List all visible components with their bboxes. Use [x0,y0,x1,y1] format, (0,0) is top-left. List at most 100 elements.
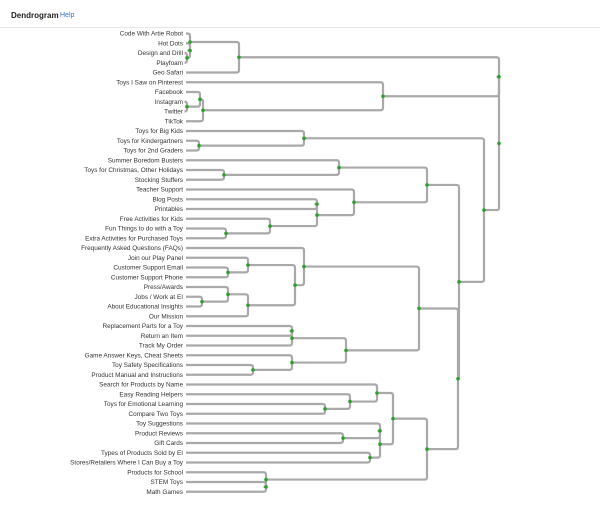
leaf-label[interactable]: Customer Support Phone [111,274,184,281]
dendrogram-node-3[interactable] [237,55,241,60]
dendrogram-node-1[interactable] [188,48,192,53]
dendrogram-node-19[interactable] [226,270,230,275]
dendrogram-node-16[interactable] [315,213,319,217]
leaf-label[interactable]: Join our Play Panel [128,255,183,262]
leaf-label[interactable]: Return an Item [141,333,183,340]
dendrogram-node-43[interactable] [456,376,460,381]
dendrogram-node-17[interactable] [352,200,356,205]
leaf-label[interactable]: Easy Reading Helpers [119,391,183,398]
dendrogram-node-44[interactable] [457,280,461,284]
dendrogram-node-8[interactable] [497,74,501,79]
leaf-label[interactable]: Instagram [155,99,183,106]
dendrogram-node-22[interactable] [226,292,230,297]
dendrogram-node-35[interactable] [341,436,345,440]
dendrogram-node-24[interactable] [293,283,297,287]
dendrogram-node-14[interactable] [224,231,228,236]
dendrogram-node-45[interactable] [482,208,486,212]
leaf-label[interactable]: Product Reviews [135,430,183,437]
leaf-label[interactable]: Hot Dots [158,40,183,47]
dendrogram-node-18[interactable] [425,183,429,187]
dendrogram-node-21[interactable] [200,299,204,304]
leaf-label[interactable]: Stores/Retailers Where I Can Buy a Toy [70,460,184,467]
dendrogram-node-41[interactable] [264,477,268,482]
dendrogram-node-20[interactable] [246,263,250,267]
dendrogram-node-2[interactable] [188,40,192,44]
leaf-label[interactable]: Game Answer Keys, Cheat Sheets [85,352,183,359]
leaf-label[interactable]: Product Manual and Instructions [91,372,183,379]
dendrogram-node-13[interactable] [315,202,319,206]
leaf-label[interactable]: Our Mission [149,313,184,320]
leaf-label[interactable]: Toys I Saw on Pinterest [116,79,183,86]
leaf-label[interactable]: Toys for Emotional Learning [104,401,184,408]
dendrogram-node-27[interactable] [290,336,294,340]
dendrogram-node-15[interactable] [268,224,272,228]
help-link[interactable]: Help [60,12,75,19]
leaf-label[interactable]: Code With Artie Robot [120,31,183,38]
leaf-label[interactable]: Facebook [155,89,184,96]
leaf-label[interactable]: Toy Suggestions [136,421,183,428]
dendrogram-node-10[interactable] [302,136,306,141]
leaf-label[interactable]: Compare Two Toys [129,411,183,418]
leaf-label[interactable]: Products for School [127,469,183,476]
leaf-label[interactable]: Toys for Christmas, Other Holidays [84,167,183,174]
leaf-label[interactable]: Stocking Stuffers [135,177,183,184]
leaf-label[interactable]: Free Activities for Kids [120,216,183,223]
dendrogram-node-40[interactable] [264,485,268,489]
leaf-label[interactable]: Customer Support Email [113,265,183,272]
leaf-label[interactable]: Gift Cards [154,440,183,447]
leaf-label[interactable]: Toys for Big Kids [135,128,183,135]
leaf-label[interactable]: Replacement Parts for a Toy [102,323,183,330]
leaf-label[interactable]: Twitter [164,109,184,116]
dendrogram-node-30[interactable] [344,348,348,353]
dendrogram-node-23[interactable] [246,303,250,308]
dendrogram-link-79 [380,418,395,446]
dendrogram-node-25[interactable] [302,264,306,269]
dendrogram-node-7[interactable] [381,94,385,99]
dendrogram-node-0[interactable] [185,56,189,60]
leaf-label[interactable]: Toy Safety Specifications [112,362,183,369]
dendrogram-node-11[interactable] [222,173,226,177]
dendrogram-node-39[interactable] [391,416,395,421]
leaf-label[interactable]: Search for Products by Name [99,382,183,389]
dendrogram-link-29 [186,233,228,240]
dendrogram-node-46[interactable] [497,141,501,146]
dendrogram-node-34[interactable] [375,391,379,395]
leaf-label[interactable]: Toys for Kindergartners [117,138,183,145]
dendrogram-node-38[interactable] [378,442,382,447]
leaf-label[interactable]: About Educational Insights [107,304,183,311]
leaf-label[interactable]: Extra Activities for Purchased Toys [85,235,183,242]
dendrogram-node-28[interactable] [251,368,255,372]
leaf-label[interactable]: Types of Products Sold by EI [101,450,183,457]
leaf-label[interactable]: STEM Toys [150,479,183,486]
dendrogram-link-68 [186,383,379,394]
leaf-label[interactable]: Summer Boredom Busters [108,157,183,164]
leaf-label[interactable]: TikTok [165,118,184,125]
dendrogram-node-33[interactable] [348,399,352,404]
dendrogram-node-31[interactable] [417,306,421,311]
leaf-label[interactable]: Printables [155,206,183,213]
leaf-label[interactable]: Frequently Asked Questions (FAQs) [81,245,183,252]
leaf-label[interactable]: Blog Posts [152,196,183,203]
leaf-label[interactable]: Fun Things to do with a Toy [105,226,184,233]
dendrogram-link-51 [295,266,306,287]
dendrogram-node-32[interactable] [323,407,327,411]
leaf-label[interactable]: Math Games [146,489,183,496]
leaf-label[interactable]: Press/Awards [144,284,183,291]
dendrogram-node-37[interactable] [368,455,372,460]
leaf-label[interactable]: Track My Order [139,343,184,350]
leaf-label[interactable]: Playfoam [156,60,183,67]
leaf-label[interactable]: Jobs / Work at EI [134,294,183,301]
leaf-label[interactable]: Design and Drill [138,50,183,57]
dendrogram-node-26[interactable] [290,329,294,333]
dendrogram-node-42[interactable] [425,447,429,451]
dendrogram-node-36[interactable] [378,429,382,433]
dendrogram-node-9[interactable] [197,143,201,148]
leaf-label[interactable]: Geo Safari [152,70,183,77]
leaf-label[interactable]: Teacher Support [136,187,183,194]
leaf-label[interactable]: Toys for 2nd Graders [123,148,183,155]
dendrogram-node-12[interactable] [337,165,341,170]
dendrogram-node-4[interactable] [185,104,189,109]
dendrogram-node-5[interactable] [198,97,202,102]
dendrogram-node-29[interactable] [290,360,294,365]
dendrogram-node-6[interactable] [201,108,205,113]
